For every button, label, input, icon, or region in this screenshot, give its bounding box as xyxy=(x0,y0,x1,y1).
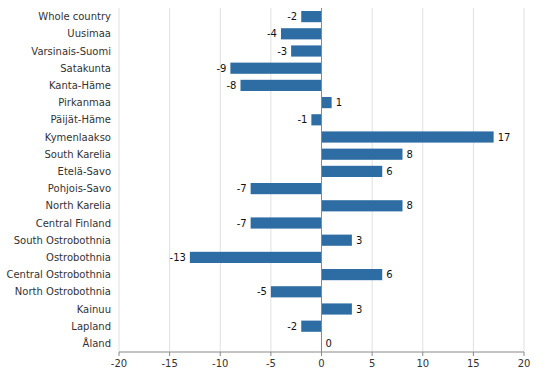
category-label: Satakunta xyxy=(60,63,111,74)
data-label: 0 xyxy=(326,338,332,349)
bar xyxy=(301,11,321,22)
data-label: -4 xyxy=(267,28,277,39)
grid-line xyxy=(524,8,525,352)
bar xyxy=(322,269,383,280)
x-tick-label: 10 xyxy=(416,358,429,369)
data-label: -13 xyxy=(170,252,186,263)
chart-svg: -20-15-10-505101520Whole countryUusimaaV… xyxy=(0,0,546,376)
bar xyxy=(241,80,322,91)
x-tick-label: -20 xyxy=(111,358,127,369)
x-tick-label: -5 xyxy=(266,358,276,369)
x-tick xyxy=(473,352,474,356)
category-label: Varsinais-Suomi xyxy=(31,46,111,57)
data-label: 3 xyxy=(356,304,362,315)
grid-line xyxy=(270,8,271,352)
data-labels: -2 -4-3 -9-8 1 -1 17 8 6 -7 8 -7 3 -13 6 -5 3 -2 0 xyxy=(170,11,511,349)
data-label: 8 xyxy=(407,200,413,211)
category-label: Kanta-Häme xyxy=(49,80,111,91)
data-label: -9 xyxy=(216,63,226,74)
grid-line xyxy=(220,8,221,352)
category-label: South Karelia xyxy=(45,149,111,160)
category-label: Uusimaa xyxy=(67,28,111,39)
chart-container: -20-15-10-505101520Whole countryUusimaaV… xyxy=(0,0,546,376)
category-label: Central Ostrobothnia xyxy=(6,269,111,280)
bar xyxy=(190,252,322,263)
grid-line xyxy=(321,8,322,352)
bars xyxy=(190,11,494,332)
category-label: Åland xyxy=(83,337,111,349)
x-tick-label: 0 xyxy=(318,358,324,369)
category-label: Whole country xyxy=(38,11,111,22)
grid-line xyxy=(372,8,373,352)
bar xyxy=(322,235,352,246)
category-label: Kymenlaakso xyxy=(45,132,111,143)
bar xyxy=(322,166,383,177)
bar xyxy=(322,97,332,108)
x-tick-label: 20 xyxy=(518,358,531,369)
x-tick xyxy=(524,352,525,356)
x-axis: -20 -15 -10 -5 0 5 10 15 20 xyxy=(111,352,531,369)
bar xyxy=(251,183,322,194)
x-tick xyxy=(372,352,373,356)
x-tick-label: -10 xyxy=(212,358,228,369)
data-label: 1 xyxy=(336,97,342,108)
data-label: -1 xyxy=(297,114,307,125)
bar xyxy=(251,217,322,228)
category-label: Ostrobothnia xyxy=(46,252,111,263)
data-label: -8 xyxy=(227,80,237,91)
bar xyxy=(322,200,403,211)
data-label: 6 xyxy=(386,166,392,177)
bar xyxy=(311,114,321,125)
category-label: Pirkanmaa xyxy=(58,97,111,108)
bar xyxy=(322,131,494,142)
x-tick xyxy=(169,352,170,356)
x-tick-label: 15 xyxy=(467,358,480,369)
category-label: Kainuu xyxy=(77,304,111,315)
x-tick xyxy=(220,352,221,356)
grid xyxy=(119,8,524,352)
x-tick xyxy=(321,352,322,356)
data-label: 3 xyxy=(356,235,362,246)
data-label: -7 xyxy=(237,218,247,229)
category-label: Central Finland xyxy=(36,218,111,229)
grid-line xyxy=(119,8,120,352)
bar xyxy=(322,149,403,160)
category-label: Lapland xyxy=(71,321,111,332)
grid-line xyxy=(473,8,474,352)
category-label: North Ostrobothnia xyxy=(15,286,111,297)
bar xyxy=(291,45,321,56)
data-label: 6 xyxy=(386,269,392,280)
x-tick xyxy=(270,352,271,356)
x-tick-label: -15 xyxy=(161,358,177,369)
category-label: Päijät-Häme xyxy=(51,114,111,125)
category-label: North Karelia xyxy=(46,200,111,211)
grid-line xyxy=(422,8,423,352)
bar xyxy=(322,303,352,314)
data-label: -2 xyxy=(287,11,297,22)
x-tick xyxy=(119,352,120,356)
grid-line xyxy=(169,8,170,352)
y-axis: Whole country Uusimaa Varsinais-Suomi Satak… xyxy=(6,11,111,349)
category-label: Etelä-Savo xyxy=(58,166,111,177)
x-tick-label: 5 xyxy=(369,358,375,369)
category-label: Pohjois-Savo xyxy=(48,183,111,194)
zero-line xyxy=(321,8,322,352)
bar xyxy=(301,321,321,332)
category-label: South Ostrobothnia xyxy=(14,235,111,246)
data-label: -3 xyxy=(277,46,287,57)
data-label: -2 xyxy=(287,321,297,332)
data-label: -5 xyxy=(257,286,267,297)
x-tick xyxy=(422,352,423,356)
data-label: 17 xyxy=(498,132,511,143)
bar xyxy=(271,286,322,297)
data-label: 8 xyxy=(407,149,413,160)
data-label: -7 xyxy=(237,183,247,194)
bar xyxy=(230,63,321,74)
bar xyxy=(281,28,322,39)
